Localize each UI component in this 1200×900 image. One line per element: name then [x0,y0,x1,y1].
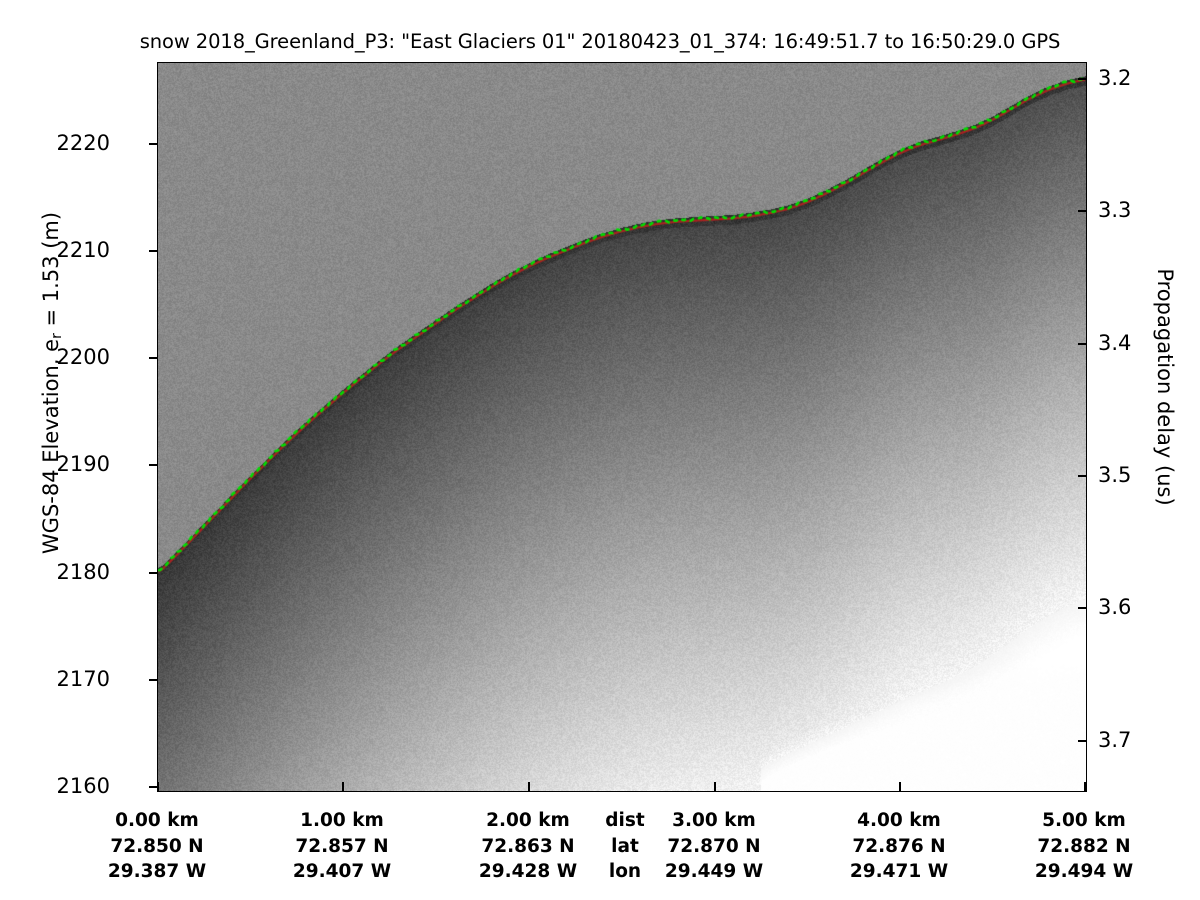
tick-mark-bottom-1km [342,782,344,791]
x-column-0-lon: 29.387 W [107,861,207,882]
y-tick-left-2180: 2180 [56,560,110,584]
figure-title: snow 2018_Greenland_P3: "East Glaciers 0… [139,30,1061,53]
y-tick-left-2220: 2220 [56,131,110,155]
radargram-image [158,63,1086,791]
y-axis-label-left-subscript: r [49,333,65,339]
y-tick-left-2190: 2190 [56,452,110,476]
y-axis-label-left-prefix: WGS-84 Elevation, e [39,338,63,555]
tick-mark-right-3.7 [1078,740,1087,742]
x-column-2-dist: 2.00 km [486,810,570,831]
x-column-0-lat: 72.850 N [110,835,204,857]
x-axis-key-lon: lon [608,861,642,882]
x-column-4-lon: 29.471 W [849,861,949,882]
x-column-2-lat: 72.863 N [481,835,575,857]
x-column-3: 3.00 km 72.870 N 29.449 W [639,808,789,885]
y-tick-right-3.2: 3.2 [1098,66,1132,90]
y-tick-right-3.5: 3.5 [1098,463,1132,487]
x-column-5-lat: 72.882 N [1037,835,1131,857]
y-axis-label-right: Propagation delay (us) [1153,268,1177,506]
tick-mark-left-2200 [149,357,158,359]
y-tick-right-3.4: 3.4 [1098,331,1132,355]
y-tick-right-3.3: 3.3 [1098,198,1132,222]
x-column-1-lon: 29.407 W [292,861,392,882]
tick-mark-bottom-3km [714,782,716,791]
y-tick-right-3.6: 3.6 [1098,595,1132,619]
x-column-1-lat: 72.857 N [295,835,389,857]
x-column-4-lat: 72.876 N [852,835,946,857]
x-column-1-dist: 1.00 km [300,810,384,831]
x-column-0-dist: 0.00 km [115,810,199,831]
x-column-2-lon: 29.428 W [478,861,578,882]
y-axis-label-left-suffix: = 1.53 (m) [39,211,63,334]
y-tick-left-2200: 2200 [56,345,110,369]
tick-mark-left-2210 [149,250,158,252]
y-axis-label-left: WGS-84 Elevation, er = 1.53 (m) [39,73,65,693]
x-axis-key-lat: lat [611,835,639,857]
y-tick-left-2170: 2170 [56,667,110,691]
x-column-5-lon: 29.494 W [1034,861,1134,882]
x-column-3-dist: 3.00 km [672,810,756,831]
x-axis-key-column: dist lat lon [580,808,670,885]
tick-mark-left-2160 [149,786,158,788]
tick-mark-left-2190 [149,464,158,466]
x-column-4: 4.00 km 72.876 N 29.471 W [824,808,974,885]
x-column-2: 2.00 km 72.863 N 29.428 W [453,808,603,885]
x-column-3-lon: 29.449 W [664,861,764,882]
tick-mark-left-2220 [149,143,158,145]
y-tick-left-2210: 2210 [56,238,110,262]
tick-mark-left-2180 [149,572,158,574]
tick-mark-right-3.6 [1078,607,1087,609]
y-tick-left-2160: 2160 [56,774,110,798]
tick-mark-bottom-5km [1084,782,1086,791]
tick-mark-bottom-0km [157,782,159,791]
tick-mark-right-3.3 [1078,210,1087,212]
x-column-0: 0.00 km 72.850 N 29.387 W [82,808,232,885]
tick-mark-right-3.2 [1078,78,1087,80]
tick-mark-right-3.5 [1078,475,1087,477]
x-column-1: 1.00 km 72.857 N 29.407 W [267,808,417,885]
x-column-4-dist: 4.00 km [857,810,941,831]
x-column-5-dist: 5.00 km [1042,810,1126,831]
plot-area[interactable] [157,62,1087,792]
tick-mark-bottom-2km [528,782,530,791]
tick-mark-right-3.4 [1078,343,1087,345]
x-column-3-lat: 72.870 N [667,835,761,857]
x-axis-key-dist: dist [605,810,645,831]
y-tick-right-3.7: 3.7 [1098,728,1132,752]
tick-mark-bottom-4km [899,782,901,791]
tick-mark-left-2170 [149,679,158,681]
x-column-5: 5.00 km 72.882 N 29.494 W [1009,808,1159,885]
